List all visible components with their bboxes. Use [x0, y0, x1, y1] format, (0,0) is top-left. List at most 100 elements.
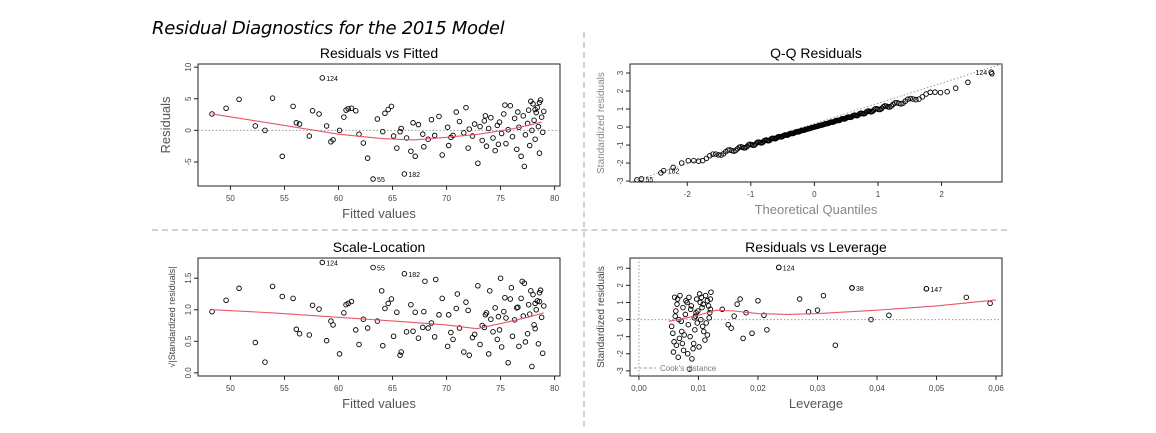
data-point: [814, 307, 821, 313]
data-point: [323, 123, 330, 129]
x-axis-label: Theoretical Quantiles: [755, 202, 878, 217]
data-point: [690, 340, 697, 347]
data-point: [734, 301, 740, 307]
data-point: [509, 333, 516, 339]
data-point: [382, 110, 388, 117]
y-axis-label: Standardized residuals: [596, 72, 607, 174]
plot-frame: [629, 63, 1003, 183]
data-point: [987, 300, 993, 307]
data-point: [494, 336, 501, 343]
data-point: [236, 96, 242, 103]
data-point: [385, 106, 391, 113]
data-point: [465, 307, 471, 314]
data-point: [531, 117, 537, 124]
data-point: [380, 342, 386, 349]
data-point: [701, 328, 707, 335]
data-point: [432, 276, 439, 283]
data-point: [518, 153, 524, 160]
x-tick-label: 65: [388, 384, 397, 393]
data-point: [932, 89, 938, 95]
data-point: [687, 306, 694, 313]
data-point: [388, 103, 395, 110]
data-point: [394, 309, 400, 316]
data-point: [710, 151, 716, 157]
data-point: [341, 114, 347, 120]
y-axis-label: Residuals: [158, 96, 173, 154]
data-point: [700, 301, 706, 307]
data-point: [439, 152, 445, 158]
data-point: [397, 352, 403, 358]
x-tick-label: 0,06: [988, 384, 1004, 393]
point-label: 147: [930, 287, 942, 294]
y-tick-label: 5: [184, 96, 193, 101]
y-tick-label: 2: [616, 283, 625, 288]
data-point: [421, 144, 427, 150]
data-point: [466, 126, 472, 132]
x-tick-label: 70: [442, 384, 451, 393]
data-point: [703, 155, 710, 162]
data-point: [490, 329, 496, 335]
data-point: [471, 121, 478, 127]
data-point: [490, 135, 496, 141]
data-point: [537, 287, 544, 293]
data-point: [538, 314, 545, 321]
x-tick-label: 75: [496, 384, 505, 393]
data-point: [737, 296, 743, 302]
data-point: [488, 114, 494, 121]
data-point: [485, 351, 492, 357]
data-point: [356, 341, 362, 348]
data-point: [296, 121, 303, 127]
smooth-line: [211, 309, 544, 330]
data-point: [336, 127, 343, 134]
data-point: [450, 132, 456, 139]
data-point: [532, 325, 538, 332]
data-point: [707, 296, 714, 302]
data-point: [707, 152, 713, 159]
x-tick-label: 70: [442, 194, 451, 203]
point-label: 124: [976, 70, 988, 77]
y-tick-label: 0: [184, 128, 193, 133]
data-point: [689, 356, 695, 362]
data-point: [675, 354, 681, 360]
data-point: [532, 300, 538, 307]
data-point: [686, 294, 692, 301]
data-point: [475, 160, 481, 166]
data-point: [448, 329, 454, 336]
data-point: [323, 337, 330, 344]
data-point: [913, 96, 919, 103]
data-point: [682, 311, 689, 318]
data-point: [290, 295, 296, 302]
data-point: [519, 278, 525, 285]
data-point: [692, 327, 698, 333]
data-point: [428, 320, 435, 326]
data-point: [670, 164, 676, 171]
x-tick-label: 0,03: [810, 384, 826, 393]
x-tick-label: 0,02: [750, 384, 766, 393]
data-point: [445, 312, 452, 318]
data-point: [693, 309, 699, 316]
x-tick-label: 0: [812, 190, 817, 199]
data-point: [514, 146, 520, 153]
data-point: [236, 285, 242, 292]
data-point: [348, 298, 355, 305]
data-point: [223, 105, 229, 111]
data-point: [496, 119, 503, 125]
data-point: [463, 104, 469, 111]
data-point: [483, 143, 490, 149]
x-axis-label: Leverage: [789, 396, 843, 411]
data-point: [541, 108, 547, 115]
data-point: [670, 330, 676, 336]
residuals-vs-fitted-chart: Residuals vs Fitted 50 55 60 65 70 75 80 -5 0 5 10 F…: [158, 45, 561, 221]
x-tick-label: 0,05: [929, 384, 945, 393]
x-tick-label: 0,04: [869, 384, 885, 393]
data-point: [868, 316, 874, 323]
data-point: [528, 98, 534, 105]
data-point: [431, 334, 438, 340]
data-point: [697, 299, 703, 306]
labeled-point: [660, 167, 667, 174]
data-point: [465, 145, 471, 151]
data-point: [252, 339, 259, 346]
data-point: [732, 147, 739, 154]
data-point: [509, 133, 516, 140]
data-point: [408, 148, 414, 154]
